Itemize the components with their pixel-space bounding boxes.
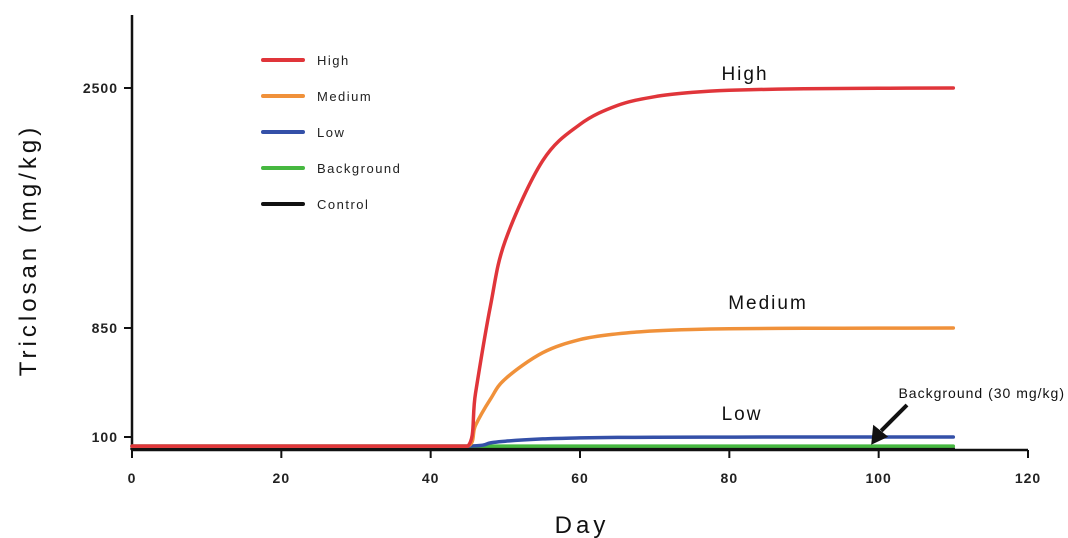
x-tick-label: 20 (273, 470, 291, 486)
legend-label-medium: Medium (317, 89, 372, 104)
legend-label-control: Control (317, 197, 369, 212)
x-tick-label: 120 (1015, 470, 1041, 486)
y-tick-label: 2500 (83, 80, 118, 96)
annotation-arrow-head (871, 424, 889, 445)
legend-label-high: High (317, 53, 350, 68)
legend-label-low: Low (317, 125, 345, 140)
x-axis-title: Day (555, 512, 610, 538)
x-tick-label: 80 (721, 470, 739, 486)
annotation-medium: Medium (728, 293, 808, 314)
legend-label-background: Background (317, 161, 401, 176)
x-tick-label: 0 (128, 470, 137, 486)
annotation-background: Background (30 mg/kg) (898, 385, 1065, 401)
x-tick-label: 60 (571, 470, 589, 486)
y-tick-label: 850 (92, 320, 118, 336)
y-axis-title: Triclosan (mg/kg) (15, 124, 42, 376)
x-tick-label: 40 (422, 470, 440, 486)
annotation-arrow-shaft (879, 403, 909, 433)
series-line-high (130, 86, 956, 448)
annotation-low: Low (722, 404, 763, 425)
y-tick-label: 100 (92, 429, 118, 445)
series-line-medium (130, 326, 956, 448)
x-tick-label: 100 (865, 470, 891, 486)
annotation-high: High (721, 64, 768, 85)
